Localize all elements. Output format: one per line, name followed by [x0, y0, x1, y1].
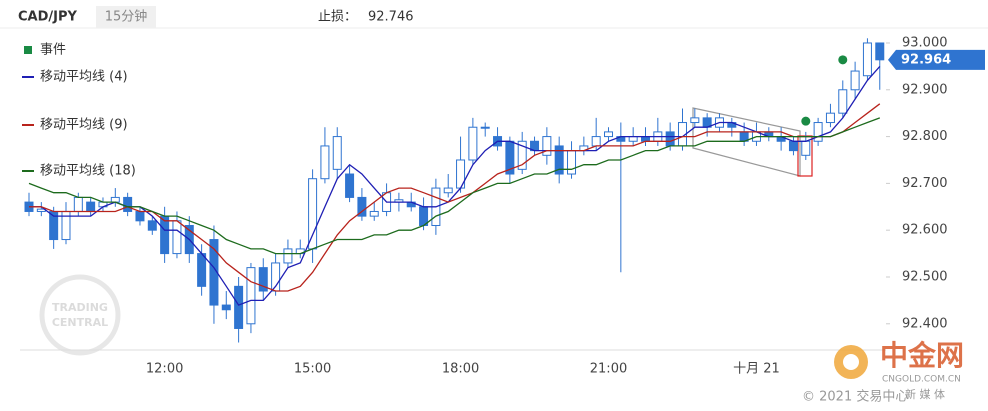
candle-body	[604, 131, 614, 138]
candle-body	[160, 215, 170, 255]
candle-body	[862, 42, 872, 77]
candle-body	[542, 136, 552, 156]
candle-body	[443, 187, 453, 194]
moving-average-line	[29, 65, 881, 306]
candle-body	[258, 267, 268, 292]
candle-body	[825, 112, 835, 124]
event-marker	[838, 55, 848, 65]
y-tick-label: 92.600	[902, 223, 948, 238]
copyright: © 2021 交易中心	[802, 389, 908, 405]
candle-body	[641, 136, 650, 142]
x-tick-label: 15:00	[294, 362, 331, 377]
candle-body	[234, 285, 244, 329]
stop-loss-label: 止损：	[318, 10, 357, 25]
candle-body	[788, 140, 798, 152]
x-tick-label: 12:00	[146, 362, 183, 377]
candle-body	[813, 122, 823, 142]
candle-body	[110, 196, 120, 203]
candle-body	[123, 196, 133, 212]
candle-body	[838, 89, 848, 114]
candle-body	[801, 140, 811, 156]
candle-body	[665, 131, 675, 147]
x-tick-label: 十月 21	[733, 362, 780, 377]
candle-body	[468, 126, 478, 161]
watermark: TRADING CENTRAL	[39, 274, 121, 356]
interval: 15分钟	[105, 9, 148, 25]
x-tick-label: 18:00	[442, 362, 479, 377]
y-tick-label: 92.900	[902, 82, 948, 97]
candle-body	[517, 140, 527, 170]
legend-label: 移动平均线 (4)	[40, 70, 128, 85]
y-tick-label: 92.700	[902, 176, 948, 191]
legend-label: 移动平均线 (18)	[40, 164, 136, 179]
candle-body	[567, 150, 577, 175]
moving-average-line	[29, 103, 881, 292]
candle-body	[172, 220, 182, 255]
legend-label: 事件	[40, 43, 66, 58]
candle-body	[628, 136, 638, 142]
candle-body	[283, 248, 293, 264]
candle-body	[246, 267, 256, 325]
symbol: CAD/JPY	[18, 10, 78, 25]
moving-average-line	[28, 117, 881, 255]
logo-sub: CNGOLD.COM.CN	[882, 375, 961, 385]
candle-body	[308, 178, 318, 250]
watermark-text: CENTRAL	[52, 316, 108, 329]
candle-body	[357, 196, 367, 217]
candle-body	[197, 253, 207, 287]
y-tick-label: 92.400	[902, 316, 948, 331]
candle-body	[73, 196, 83, 212]
logo-inner	[843, 354, 859, 370]
candle-body	[591, 136, 601, 147]
candle-body	[369, 210, 379, 217]
candle-body	[135, 210, 145, 222]
candle-body	[345, 173, 355, 198]
y-tick-label: 92.500	[902, 269, 948, 284]
candle-body	[86, 201, 96, 212]
legend-label: 移动平均线 (9)	[40, 118, 128, 133]
price-tag	[888, 49, 985, 70]
watermark-ring	[39, 274, 121, 356]
logo-text: 中金网	[880, 339, 964, 372]
stop-loss-value: 92.746	[368, 10, 414, 25]
y-tick-label: 93.000	[902, 35, 948, 50]
x-tick-label: 21:00	[590, 362, 627, 377]
candle-body	[480, 126, 490, 129]
candle-body	[332, 136, 342, 170]
candle-body	[320, 145, 330, 180]
candle-body	[554, 145, 564, 175]
candle-body	[221, 304, 231, 311]
candle-body	[850, 70, 860, 91]
event-marker	[801, 116, 811, 126]
price-tag-label: 92.964	[901, 52, 951, 67]
legend-swatch	[24, 46, 32, 54]
candle-body	[690, 117, 700, 124]
y-tick-label: 92.800	[902, 129, 948, 144]
cngold-logo: 中金网 CNGOLD.COM.CN	[834, 339, 964, 385]
watermark-text: TRADING	[52, 301, 108, 314]
media-text: 新 媒 体	[905, 387, 945, 401]
candle-body	[875, 42, 885, 61]
candle-body	[147, 220, 157, 231]
candle-body	[209, 239, 219, 306]
interval-box	[96, 6, 156, 28]
